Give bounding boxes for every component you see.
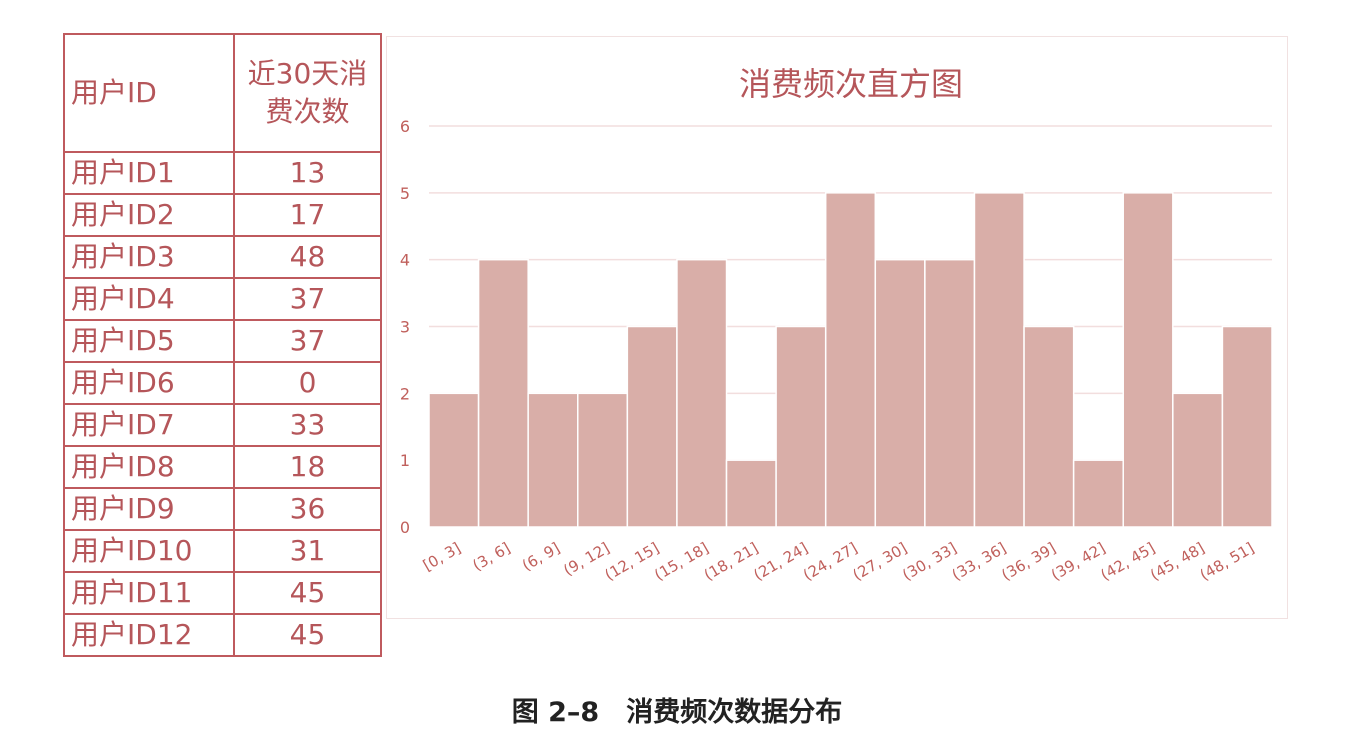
x-tick-label: (39, 42] <box>1048 539 1108 584</box>
x-tick-label: (48, 51] <box>1197 539 1257 584</box>
histogram-bar <box>1122 192 1174 528</box>
table-row: 用户ID9 36 <box>63 487 382 531</box>
user-id-cell: 用户ID2 <box>63 193 235 237</box>
x-tick-label: (21, 24] <box>750 539 810 584</box>
purchase-count-cell: 48 <box>233 235 382 279</box>
purchase-count-cell: 18 <box>233 445 382 489</box>
histogram-panel: 消费频次直方图 0 1 2 3 4 5 6 [0, 3] (3, 6] (6, 9] (9, 12… <box>386 36 1288 619</box>
histogram-bar <box>924 258 976 528</box>
column-header-count: 近30天消 费次数 <box>233 33 382 153</box>
purchase-count-cell: 33 <box>233 403 382 447</box>
user-id-cell: 用户ID4 <box>63 277 235 321</box>
x-tick-label: (24, 27] <box>800 539 860 584</box>
purchase-count-cell: 17 <box>233 193 382 237</box>
user-id-cell: 用户ID5 <box>63 319 235 363</box>
user-id-cell: 用户ID12 <box>63 613 235 657</box>
column-header-user-id: 用户ID <box>63 33 235 153</box>
table-row: 用户ID3 48 <box>63 235 382 279</box>
x-tick-label: (30, 33] <box>899 539 959 584</box>
table-row: 用户ID4 37 <box>63 277 382 321</box>
table-row: 用户ID11 45 <box>63 571 382 615</box>
purchase-count-cell: 36 <box>233 487 382 531</box>
histogram-bar <box>577 392 629 528</box>
figure-caption: 图 2–8 消费频次数据分布 <box>511 697 843 728</box>
column-header-count-line2: 费次数 <box>265 95 350 128</box>
histogram-bar <box>1172 392 1224 528</box>
purchase-count-cell: 31 <box>233 529 382 573</box>
bars <box>428 192 1273 528</box>
user-frequency-table: 用户ID 近30天消 费次数 用户ID1 13 用户ID2 17 用户ID3 48 用户ID… <box>63 33 382 657</box>
y-tick-label: 2 <box>400 384 410 403</box>
table-row: 用户ID12 45 <box>63 613 382 657</box>
histogram-bar <box>1023 325 1075 528</box>
purchase-count-cell: 0 <box>233 361 382 405</box>
user-id-cell: 用户ID9 <box>63 487 235 531</box>
purchase-count-cell: 13 <box>233 151 382 195</box>
histogram-bar <box>676 258 728 528</box>
table-row: 用户ID10 31 <box>63 529 382 573</box>
histogram-bar <box>874 258 926 528</box>
x-tick-label: (27, 30] <box>850 539 910 584</box>
y-tick-label: 1 <box>400 451 410 470</box>
column-header-count-line1: 近30天消 <box>247 57 368 91</box>
purchase-count-cell: 37 <box>233 319 382 363</box>
x-tick-label: (3, 6] <box>469 539 513 575</box>
histogram-bar <box>973 192 1025 528</box>
y-tick-label: 0 <box>400 518 410 537</box>
histogram-bar <box>725 459 777 528</box>
x-tick-label: (18, 21] <box>701 539 761 584</box>
table-row: 用户ID5 37 <box>63 319 382 363</box>
histogram-bar <box>824 192 877 528</box>
user-id-cell: 用户ID7 <box>63 403 235 447</box>
y-tick-label: 4 <box>400 251 410 270</box>
x-tick-label: (6, 9] <box>519 539 563 575</box>
y-tick-label: 3 <box>400 318 410 337</box>
user-id-cell: 用户ID8 <box>63 445 235 489</box>
chart-title: 消费频次直方图 <box>739 65 963 103</box>
histogram-bar <box>428 392 480 528</box>
user-id-cell: 用户ID3 <box>63 235 235 279</box>
x-tick-label: (36, 39] <box>998 539 1058 584</box>
table-row: 用户ID7 33 <box>63 403 382 447</box>
x-tick-label: (15, 18] <box>651 539 711 584</box>
purchase-count-cell: 45 <box>233 571 382 615</box>
user-id-cell: 用户ID1 <box>63 151 235 195</box>
x-tick-label: (33, 36] <box>949 539 1009 584</box>
y-axis-ticks: 0 1 2 3 4 5 6 <box>400 117 410 537</box>
y-tick-label: 5 <box>400 184 410 203</box>
histogram-bar <box>477 258 529 528</box>
x-axis-ticks: [0, 3] (3, 6] (6, 9](9, 12](12, 15](15, 18… <box>420 539 1257 584</box>
purchase-count-cell: 37 <box>233 277 382 321</box>
x-tick-label: (42, 45] <box>1098 539 1158 584</box>
table-row: 用户ID8 18 <box>63 445 382 489</box>
histogram-bar <box>775 325 827 528</box>
user-id-cell: 用户ID11 <box>63 571 235 615</box>
table-row: 用户ID1 13 <box>63 151 382 195</box>
table-row: 用户ID2 17 <box>63 193 382 237</box>
table-row: 用户ID6 0 <box>63 361 382 405</box>
user-id-cell: 用户ID10 <box>63 529 235 573</box>
purchase-count-cell: 45 <box>233 613 382 657</box>
histogram-bar <box>1221 325 1273 528</box>
histogram-bar <box>527 392 579 528</box>
x-tick-label: [0, 3] <box>420 539 464 575</box>
y-tick-label: 6 <box>400 117 410 136</box>
x-tick-label: (12, 15] <box>602 539 662 584</box>
histogram-bar <box>626 325 678 528</box>
user-id-cell: 用户ID6 <box>63 361 235 405</box>
x-tick-label: (45, 48] <box>1147 539 1207 584</box>
histogram-bar <box>1072 459 1124 528</box>
table-header-row: 用户ID 近30天消 费次数 <box>63 33 382 153</box>
histogram-chart: 消费频次直方图 0 1 2 3 4 5 6 [0, 3] (3, 6] (6, 9](9, 12… <box>400 65 1273 584</box>
